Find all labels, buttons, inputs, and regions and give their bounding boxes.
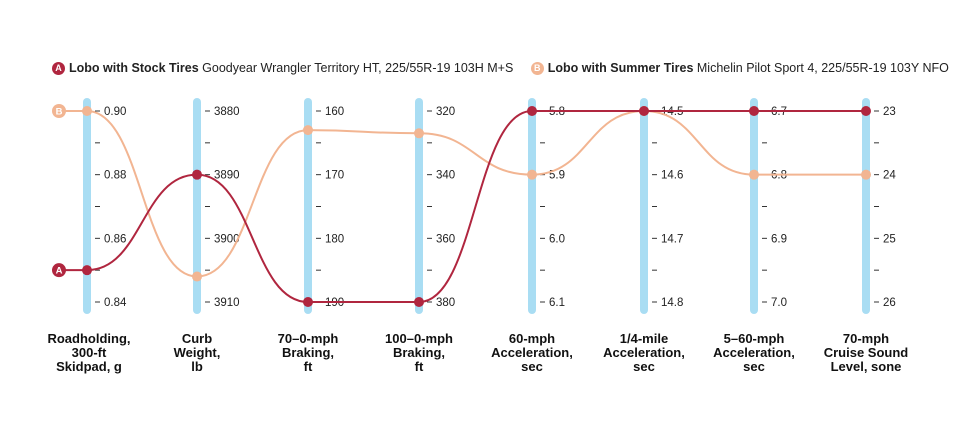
- axis-label-0: Roadholding, 300-ft Skidpad, g: [24, 332, 154, 374]
- axis-label-4: 60-mph Acceleration, sec: [467, 332, 597, 374]
- axis-label-line: Level, sone: [830, 359, 902, 374]
- axis-label-line: Braking,: [392, 345, 445, 360]
- axis-label-line: Roadholding,: [47, 331, 131, 346]
- tick-label-7-3: 26: [883, 297, 896, 309]
- axis-label-line: Curb: [181, 331, 213, 346]
- tick-label-6-3: 7.0: [771, 297, 787, 309]
- axis-label-line: Acceleration,: [713, 345, 795, 360]
- axis-label-line: 300-ft: [71, 345, 107, 360]
- tick-label-0-3: 0.84: [104, 297, 127, 309]
- legend-desc-stock: Goodyear Wrangler Territory HT, 225/55R-…: [202, 61, 514, 75]
- tick-label-4-1: 5.9: [549, 170, 565, 182]
- series-point-summer-7: [861, 169, 871, 180]
- tick-label-1-2: 3900: [214, 233, 240, 245]
- axis-label-line: 100–0-mph: [385, 331, 453, 346]
- axis-label-line: 70-mph: [842, 331, 890, 346]
- axis-label-3: 100–0-mph Braking, ft: [354, 332, 484, 374]
- series-point-stock-6: [749, 106, 759, 116]
- tick-label-3-3: 380: [436, 297, 455, 309]
- series-point-summer-0: [82, 106, 92, 116]
- series-point-summer-2: [303, 125, 313, 136]
- tick-label-1-3: 3910: [214, 297, 240, 309]
- tick-label-0-0: 0.90: [104, 106, 126, 118]
- tick-label-2-0: 160: [325, 106, 344, 118]
- axis-label-6: 5–60-mph Acceleration, sec: [689, 332, 819, 374]
- series-point-stock-5: [639, 106, 649, 116]
- tick-label-1-1: 3890: [214, 170, 240, 182]
- axis-label-line: Skidpad, g: [56, 359, 122, 374]
- tick-label-4-3: 6.1: [549, 297, 565, 309]
- legend-name-stock: Lobo with Stock Tires: [69, 61, 199, 75]
- axis-label-line: ft: [303, 359, 313, 374]
- axis-label-line: 5–60-mph: [723, 331, 785, 346]
- series-point-stock-0: [82, 265, 92, 276]
- axis-label-line: lb: [191, 359, 203, 374]
- series-badge-label-summer: B: [56, 107, 63, 118]
- axis-label-line: sec: [633, 359, 655, 374]
- tick-label-6-2: 6.9: [771, 233, 787, 245]
- axis-bar-6: [750, 98, 758, 314]
- tick-label-2-1: 170: [325, 170, 344, 182]
- axis-label-line: sec: [521, 359, 543, 374]
- tick-label-4-2: 6.0: [549, 233, 565, 245]
- series-point-stock-7: [861, 106, 871, 116]
- axis-bar-4: [528, 98, 536, 314]
- series-badge-label-stock: A: [56, 266, 63, 277]
- tick-label-5-1: 14.6: [661, 170, 683, 182]
- legend-name-summer: Lobo with Summer Tires: [547, 61, 694, 75]
- series-point-stock-4: [527, 106, 537, 116]
- axis-label-line: Weight,: [173, 345, 221, 360]
- tick-label-3-1: 340: [436, 170, 455, 182]
- tick-label-3-2: 360: [436, 233, 455, 245]
- axis-label-line: Braking,: [281, 345, 334, 360]
- axis-label-line: 60-mph: [508, 331, 556, 346]
- tick-label-1-0: 3880: [214, 106, 240, 118]
- legend-badge-a: A: [52, 62, 65, 75]
- tick-label-5-3: 14.8: [661, 297, 683, 309]
- axis-label-line: sec: [743, 359, 765, 374]
- legend-item-summer: B Lobo with Summer Tires Michelin Pilot S…: [530, 61, 949, 75]
- axis-label-line: Cruise Sound: [823, 345, 909, 360]
- tick-label-0-1: 0.88: [104, 170, 126, 182]
- axis-label-7: 70-mph Cruise Sound Level, sone: [801, 332, 931, 374]
- legend-desc-summer: Michelin Pilot Sport 4, 225/55R-19 103Y …: [696, 61, 949, 75]
- axis-bar-2: [304, 98, 312, 314]
- legend-item-stock: A Lobo with Stock Tires Goodyear Wrangler…: [52, 61, 517, 75]
- legend-badge-b: B: [530, 62, 544, 75]
- tick-label-5-2: 14.7: [661, 233, 683, 245]
- series-badge-summer: [52, 104, 66, 118]
- axis-bar-5: [640, 98, 648, 314]
- axis-label-1: Curb Weight, lb: [132, 332, 262, 374]
- axis-bar-3: [415, 98, 423, 314]
- axis-bar-0: [83, 98, 91, 314]
- axis-label-2: 70–0-mph Braking, ft: [243, 332, 373, 374]
- axis-bar-1: [193, 98, 201, 314]
- tick-label-2-2: 180: [325, 233, 344, 245]
- legend: A Lobo with Stock Tires Goodyear Wrangler…: [52, 61, 963, 75]
- series-point-summer-4: [527, 169, 537, 180]
- series-point-summer-3: [414, 128, 424, 139]
- axis-bar-7: [862, 98, 870, 314]
- series-line-stock: [59, 109, 866, 303]
- series-point-stock-2: [303, 297, 313, 307]
- axis-label-line: 70–0-mph: [277, 331, 339, 346]
- series-point-stock-1: [192, 169, 202, 180]
- axis-label-line: 1/4-mile: [619, 331, 669, 346]
- tick-label-7-2: 25: [883, 233, 896, 245]
- tick-label-7-0: 23: [883, 106, 896, 118]
- series-point-stock-3: [414, 297, 424, 307]
- axis-label-line: Acceleration,: [491, 345, 573, 360]
- axis-label-line: ft: [414, 359, 424, 374]
- series-point-summer-1: [192, 271, 202, 282]
- series-point-summer-6: [749, 169, 759, 180]
- series-line-summer: [59, 109, 866, 278]
- tick-label-7-1: 24: [883, 170, 896, 182]
- series-badge-stock: [52, 263, 66, 278]
- tick-label-0-2: 0.86: [104, 233, 126, 245]
- axis-label-5: 1/4-mile Acceleration, sec: [579, 332, 709, 374]
- axis-label-line: Acceleration,: [603, 345, 685, 360]
- tick-label-3-0: 320: [436, 106, 455, 118]
